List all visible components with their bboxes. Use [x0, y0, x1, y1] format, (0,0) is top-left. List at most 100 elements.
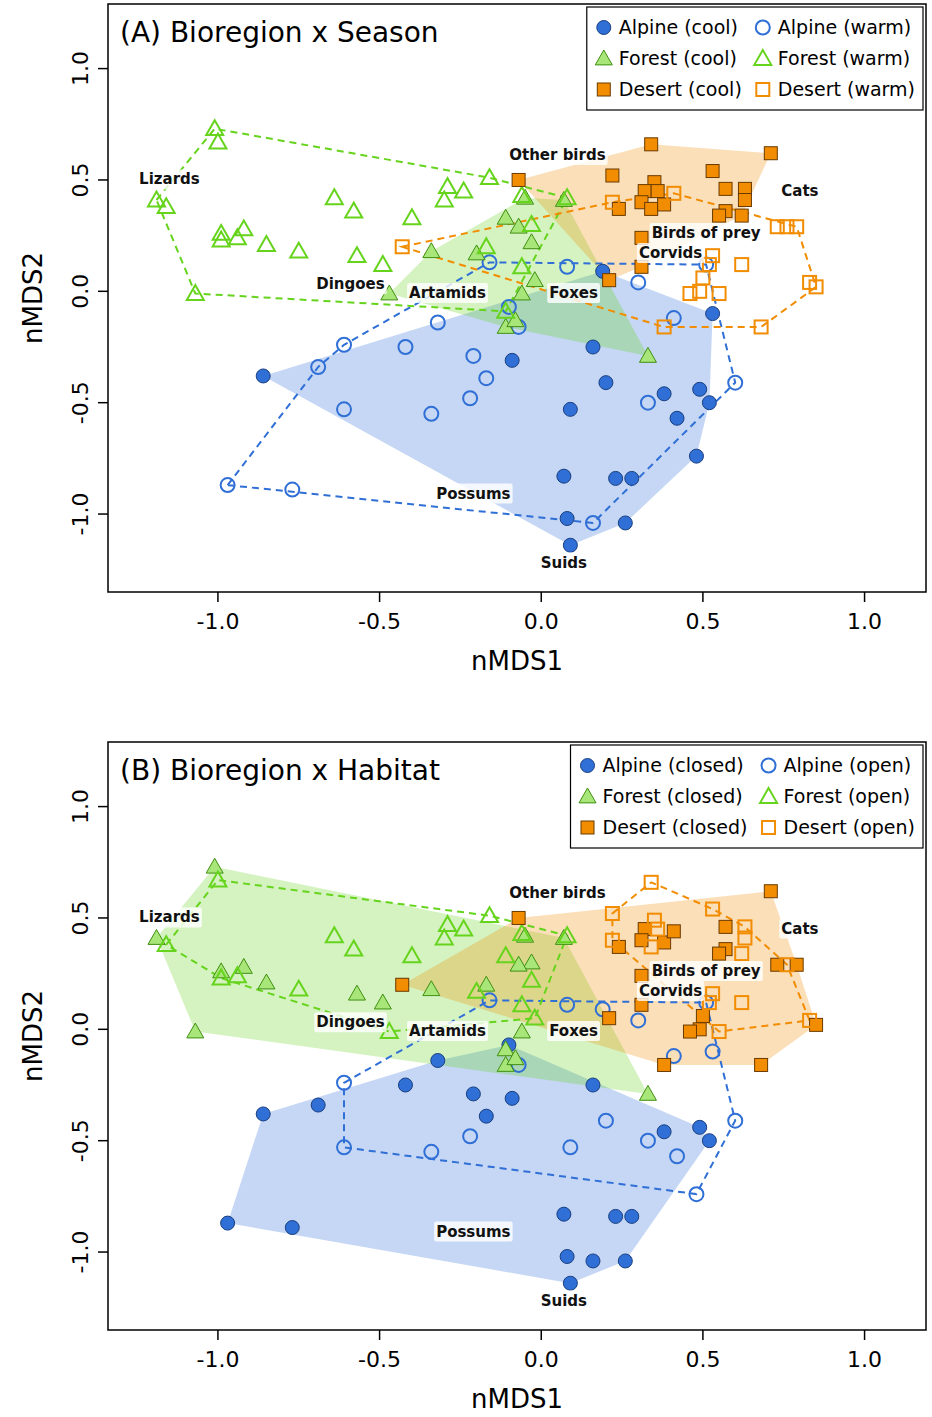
point: [455, 921, 472, 936]
y-tick-label: 0.5: [68, 162, 93, 197]
y-tick: [98, 917, 108, 919]
y-tick-label: 0.0: [68, 274, 93, 309]
point: [497, 1041, 514, 1056]
point: [337, 338, 351, 352]
point: [586, 340, 600, 354]
annotation-bg: [407, 1021, 488, 1041]
point: [683, 287, 696, 300]
annotation-text: Birds of prey: [652, 224, 761, 242]
point: [221, 478, 235, 492]
annotation-bg: [539, 1291, 589, 1311]
point: [560, 260, 574, 274]
point: [738, 932, 751, 945]
annotations: LizardsOther birdsCatsBirds of preyCorvi…: [137, 883, 820, 1311]
x-tick: [217, 592, 219, 602]
point: [606, 169, 619, 182]
point: [563, 402, 577, 416]
annotation: Lizards: [137, 907, 202, 927]
y-tick: [98, 402, 108, 404]
point: [586, 1254, 600, 1268]
point: [479, 371, 493, 385]
point: [337, 1140, 351, 1154]
point: [187, 285, 204, 300]
y-axis-title: nMDS2: [18, 252, 48, 344]
point: [609, 471, 623, 485]
point: [563, 538, 577, 552]
annotation-bg: [507, 145, 607, 165]
point: [345, 941, 362, 956]
x-tick: [702, 1330, 704, 1340]
legend-marker: [581, 821, 594, 834]
point: [639, 347, 656, 362]
point: [631, 1013, 645, 1027]
point: [326, 189, 343, 204]
annotation-text: Foxes: [549, 284, 598, 302]
annotation-text: Artamids: [409, 1022, 486, 1040]
x-tick-label: 0.0: [524, 1347, 559, 1372]
annotation: Foxes: [547, 283, 600, 303]
point: [513, 187, 530, 202]
x-axis-title: nMDS1: [471, 646, 563, 676]
point: [713, 209, 726, 222]
point: [466, 1087, 480, 1101]
point: [505, 1091, 519, 1105]
point: [213, 970, 230, 985]
legend-label: Forest (closed): [603, 785, 743, 807]
plot-area: [148, 120, 823, 552]
annotation-bg: [434, 1222, 512, 1242]
annotation: Artamids: [407, 1021, 488, 1041]
point: [803, 1014, 816, 1027]
y-tick: [98, 179, 108, 181]
point: [603, 1012, 616, 1025]
point: [706, 987, 719, 1000]
point: [285, 483, 299, 497]
point: [396, 240, 409, 253]
annotation-text: Dingoes: [316, 1013, 384, 1031]
panel-title: (A) Bioregion x Season: [120, 16, 439, 49]
point: [403, 947, 420, 962]
annotation-text: Corvids: [639, 982, 702, 1000]
point: [790, 958, 803, 971]
annotation: Possums: [434, 1222, 512, 1242]
annotation-text: Other birds: [509, 884, 605, 902]
point: [645, 202, 658, 215]
legend-marker: [756, 83, 769, 96]
x-tick-label: 1.0: [847, 609, 882, 634]
point: [209, 134, 226, 149]
point: [689, 1187, 703, 1201]
point: [771, 958, 784, 971]
point: [398, 1078, 412, 1092]
annotation-bg: [539, 553, 589, 573]
x-tick-label: 0.0: [524, 609, 559, 634]
point: [696, 271, 709, 284]
legend-box: [587, 7, 923, 110]
hull-dashed: [402, 193, 816, 327]
point: [693, 382, 707, 396]
annotation-text: Other birds: [509, 146, 605, 164]
legend-marker: [754, 50, 771, 65]
point: [337, 402, 351, 416]
point: [764, 147, 777, 160]
point: [735, 996, 748, 1009]
point: [523, 216, 540, 231]
hull-dashed: [228, 262, 736, 523]
point: [311, 1098, 325, 1112]
point: [635, 969, 648, 982]
point: [423, 243, 440, 258]
annotation: Dingoes: [314, 274, 386, 294]
frame: [108, 4, 926, 592]
legend-label: Desert (cool): [619, 78, 742, 100]
annotation-bg: [547, 283, 600, 303]
legend-marker: [581, 759, 595, 773]
annotation-text: Corvids: [639, 244, 702, 262]
point: [764, 885, 777, 898]
annotation: Corvids: [637, 981, 704, 1001]
point: [706, 165, 719, 178]
point: [560, 1250, 574, 1264]
point: [396, 978, 409, 991]
point: [651, 923, 664, 936]
point: [703, 996, 716, 1009]
x-tick-label: 0.5: [685, 609, 720, 634]
point: [728, 1114, 742, 1128]
annotation: Corvids: [637, 243, 704, 263]
